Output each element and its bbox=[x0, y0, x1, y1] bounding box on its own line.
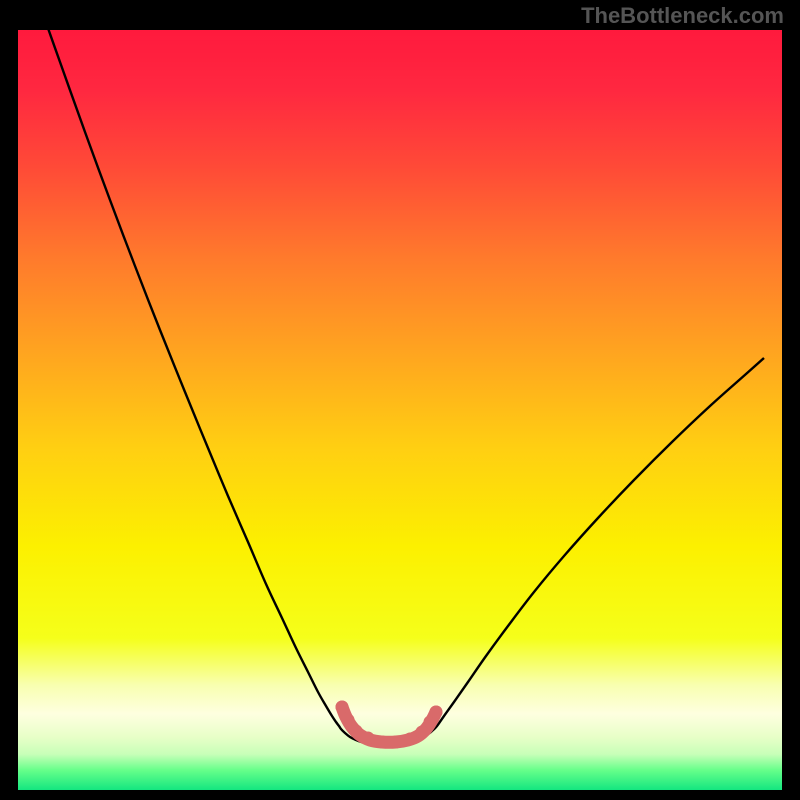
gradient-background bbox=[18, 30, 782, 790]
marker-dot bbox=[390, 736, 403, 749]
marker-dot bbox=[362, 732, 375, 745]
marker-dot bbox=[336, 701, 349, 714]
marker-dot bbox=[404, 733, 417, 746]
marker-dot bbox=[342, 714, 355, 727]
marker-dot bbox=[350, 725, 363, 738]
marker-dot bbox=[376, 736, 389, 749]
chart-svg bbox=[0, 0, 800, 800]
watermark-text: TheBottleneck.com bbox=[581, 3, 784, 29]
marker-dot bbox=[430, 706, 443, 719]
